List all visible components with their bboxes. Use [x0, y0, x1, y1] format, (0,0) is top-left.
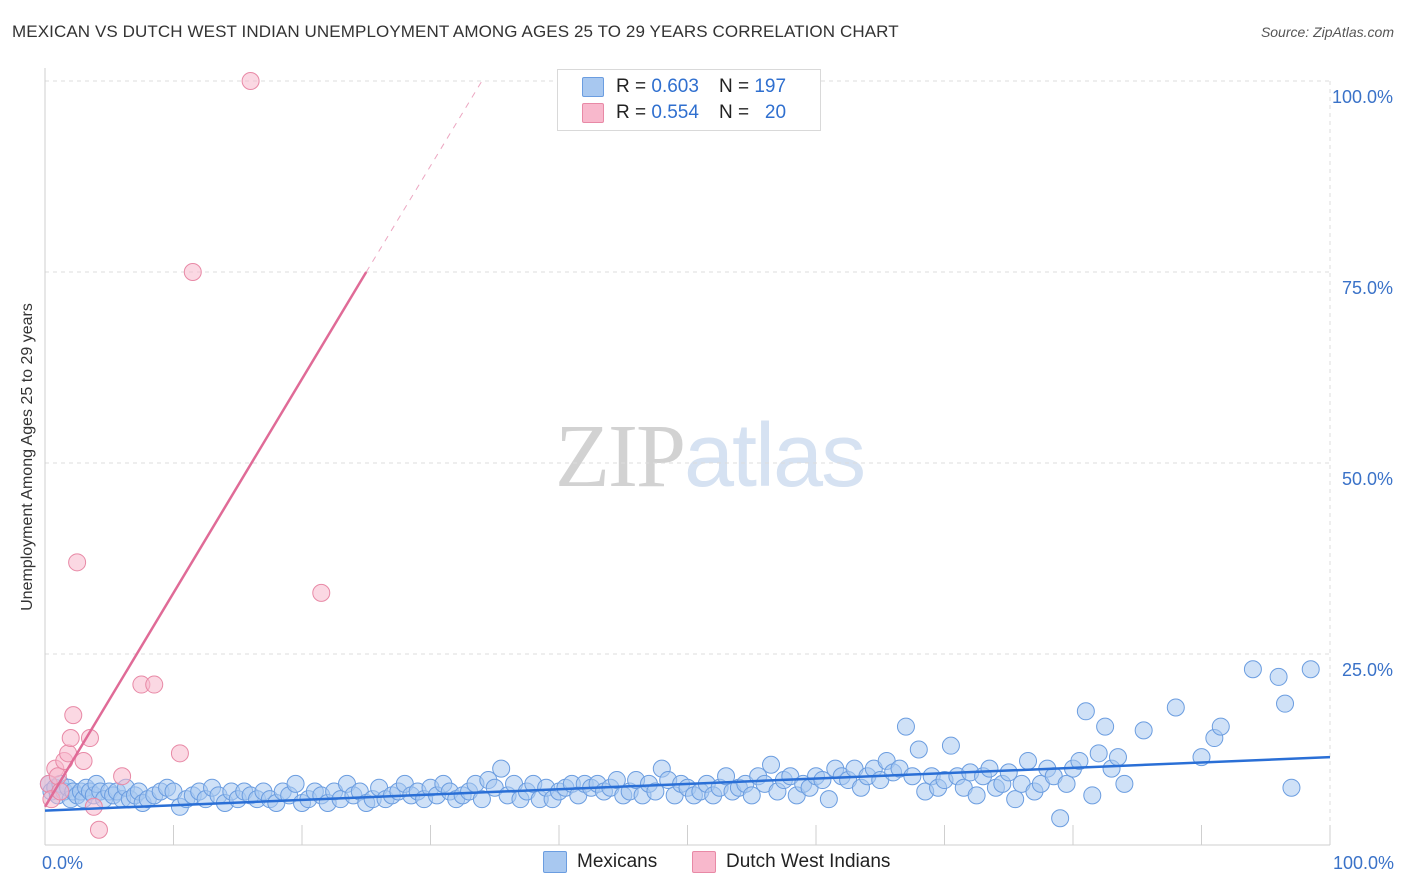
- series-legend: Mexicans Dutch West Indians: [0, 851, 1406, 877]
- mexicans-point: [1301, 660, 1320, 679]
- dutch-point: [64, 706, 83, 725]
- series-label-mexicans: Mexicans: [577, 851, 658, 872]
- dutch-trend-extension: [365, 80, 483, 273]
- trend-lines: [43, 80, 1331, 812]
- mexicans-point: [819, 790, 838, 809]
- dutch-point: [68, 553, 87, 572]
- legend-r-value: 0.603: [651, 76, 699, 97]
- watermark-zip: ZIP: [555, 407, 686, 506]
- mexicans-point: [1057, 774, 1076, 793]
- legend-n-value: 197: [754, 76, 787, 97]
- dutch-point: [145, 675, 164, 694]
- series-legend-dutch: Dutch West Indians: [692, 851, 890, 873]
- dutch-point: [61, 729, 80, 748]
- mexicans-point: [967, 786, 986, 805]
- mexicans-trend-line: [44, 755, 1331, 812]
- mexicans-point: [941, 736, 960, 755]
- mexicans-point: [980, 759, 999, 778]
- mexicans-point: [1276, 694, 1295, 713]
- axes: [44, 68, 1331, 846]
- watermark: ZIPatlas: [555, 405, 866, 508]
- legend-swatch-blue: [582, 77, 604, 97]
- dutch-point: [74, 751, 93, 770]
- series-swatch-pink: [692, 851, 716, 873]
- mexicans-point: [472, 790, 491, 809]
- chart-title: MEXICAN VS DUTCH WEST INDIAN UNEMPLOYMEN…: [12, 22, 899, 41]
- mexicans-point: [909, 740, 928, 759]
- legend-r-label: R =: [616, 102, 647, 123]
- legend-row-dutch: R = 0.554 N = 20: [582, 100, 786, 126]
- dutch-point: [183, 263, 202, 281]
- mexicans-point: [492, 759, 511, 778]
- dutch-points: [39, 72, 331, 839]
- legend-r-label: R =: [616, 76, 647, 97]
- mexicans-point: [1076, 702, 1095, 721]
- dutch-point: [113, 767, 132, 786]
- tick-labels: 0.0% 100.0% 100.0% 75.0% 50.0% 25.0%: [42, 87, 1394, 873]
- dutch-trend-line: [43, 271, 368, 808]
- y-tick-label-25: 25.0%: [1342, 660, 1393, 680]
- correlation-legend: R = 0.603 N = 197 R = 0.554 N = 20: [557, 69, 821, 131]
- mexicans-point: [1243, 660, 1262, 679]
- mexicans-point: [607, 771, 626, 790]
- legend-r-value: 0.554: [651, 102, 699, 123]
- mexicans-point: [742, 786, 761, 805]
- y-tick-label-50: 50.0%: [1342, 469, 1393, 489]
- mexicans-point: [1269, 667, 1288, 686]
- mexicans-point: [717, 767, 736, 786]
- series-swatch-blue: [543, 851, 567, 873]
- mexicans-point: [1282, 778, 1301, 797]
- mexicans-point: [1006, 790, 1025, 809]
- mexicans-point: [1211, 717, 1230, 736]
- mexicans-point: [286, 774, 305, 793]
- legend-n-value: 20: [764, 102, 787, 123]
- legend-n-label: N =: [718, 76, 750, 97]
- mexicans-point: [1089, 744, 1108, 763]
- mexicans-point: [999, 763, 1018, 782]
- mexicans-point: [1108, 748, 1127, 767]
- mexicans-point: [1115, 774, 1134, 793]
- mexicans-point: [1083, 786, 1102, 805]
- watermark-atlas: atlas: [684, 406, 866, 506]
- y-tick-label-100: 100.0%: [1332, 87, 1393, 107]
- mexicans-points: [39, 660, 1320, 828]
- mexicans-point: [646, 782, 665, 801]
- dutch-point: [84, 797, 103, 816]
- mexicans-point: [1096, 717, 1115, 736]
- mexicans-point: [762, 755, 781, 774]
- x-tick-label-0: 0.0%: [42, 853, 83, 873]
- legend-row-mexicans: R = 0.603 N = 197: [582, 74, 786, 100]
- source-label: Source: ZipAtlas.com: [1260, 24, 1394, 40]
- mexicans-point: [896, 717, 915, 736]
- legend-n-label: N =: [718, 102, 750, 123]
- mexicans-point: [1019, 751, 1038, 770]
- mexicans-point: [813, 771, 832, 790]
- series-legend-mexicans: Mexicans: [543, 851, 657, 873]
- x-tick-label-100: 100.0%: [1333, 853, 1394, 873]
- mexicans-point: [1166, 698, 1185, 717]
- dutch-point: [89, 820, 108, 839]
- mexicans-point: [903, 767, 922, 786]
- legend-swatch-pink: [582, 103, 604, 123]
- mexicans-point: [1051, 809, 1070, 828]
- series-label-dutch: Dutch West Indians: [726, 851, 891, 872]
- mexicans-point: [1070, 751, 1089, 770]
- dutch-point: [312, 583, 331, 602]
- dutch-point: [170, 744, 189, 763]
- dutch-point: [241, 72, 260, 90]
- mexicans-point: [1134, 721, 1153, 740]
- y-tick-label-75: 75.0%: [1342, 278, 1393, 298]
